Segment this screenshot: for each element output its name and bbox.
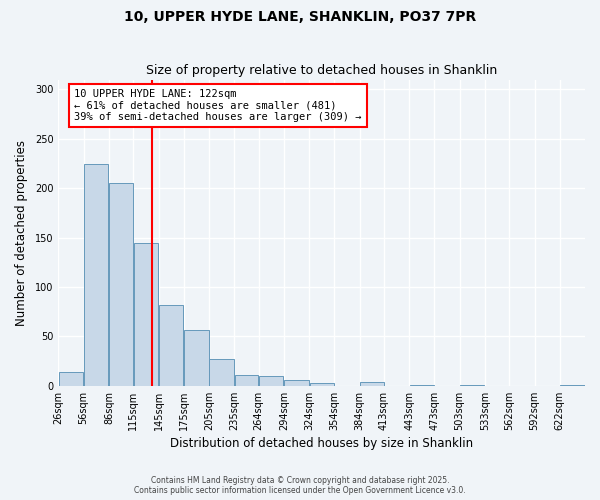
Bar [134, 242, 158, 386]
Bar [460, 385, 484, 386]
Bar [259, 376, 283, 386]
Bar [284, 380, 308, 386]
Bar [310, 383, 334, 386]
Bar [410, 385, 434, 386]
Bar [235, 375, 258, 386]
Bar [159, 305, 184, 386]
Text: 10, UPPER HYDE LANE, SHANKLIN, PO37 7PR: 10, UPPER HYDE LANE, SHANKLIN, PO37 7PR [124, 10, 476, 24]
X-axis label: Distribution of detached houses by size in Shanklin: Distribution of detached houses by size … [170, 437, 473, 450]
Bar [59, 372, 83, 386]
Y-axis label: Number of detached properties: Number of detached properties [15, 140, 28, 326]
Bar [360, 382, 383, 386]
Title: Size of property relative to detached houses in Shanklin: Size of property relative to detached ho… [146, 64, 497, 77]
Bar [84, 164, 109, 386]
Bar [184, 330, 209, 386]
Bar [109, 184, 133, 386]
Text: Contains HM Land Registry data © Crown copyright and database right 2025.
Contai: Contains HM Land Registry data © Crown c… [134, 476, 466, 495]
Bar [560, 385, 584, 386]
Bar [209, 359, 234, 386]
Text: 10 UPPER HYDE LANE: 122sqm
← 61% of detached houses are smaller (481)
39% of sem: 10 UPPER HYDE LANE: 122sqm ← 61% of deta… [74, 88, 362, 122]
